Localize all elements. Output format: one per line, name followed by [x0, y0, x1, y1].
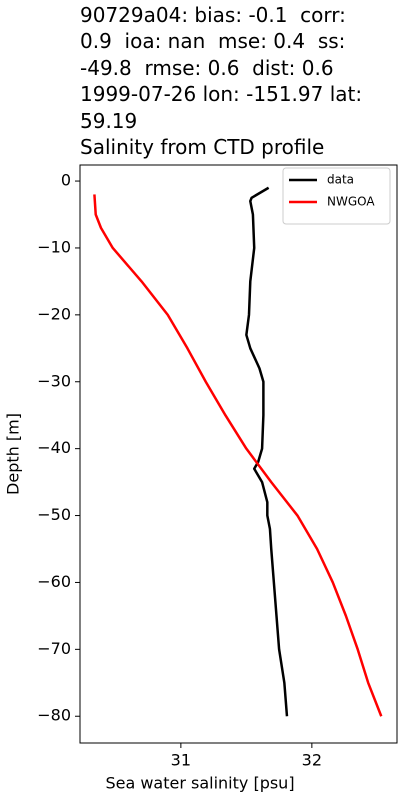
y-tick-label: −70: [37, 639, 71, 658]
data-line: [93, 194, 383, 717]
legend-label: NWGOA: [327, 195, 375, 209]
legend-label: data: [327, 173, 354, 187]
chart-title: 90729a04: bias: -0.1 corr: 0.9 ioa: nan …: [80, 3, 363, 160]
data-line: [245, 186, 289, 717]
legend-box: [282, 167, 391, 225]
y-axis-label: Depth [m]: [4, 413, 23, 495]
y-tick-label: −50: [37, 505, 71, 524]
y-tick-label: −30: [37, 371, 71, 390]
x-tick-label: 31: [171, 751, 191, 770]
x-axis-label: Sea water salinity [psu]: [105, 774, 294, 793]
y-tick-label: −60: [37, 572, 71, 591]
y-tick-label: −80: [37, 706, 71, 725]
y-tick-label: 0: [61, 171, 71, 190]
y-tick-label: −10: [37, 237, 71, 256]
plot-frame: [79, 164, 398, 744]
y-tick-label: −40: [37, 438, 71, 457]
y-tick-label: −20: [37, 304, 71, 323]
x-tick-label: 32: [302, 751, 322, 770]
